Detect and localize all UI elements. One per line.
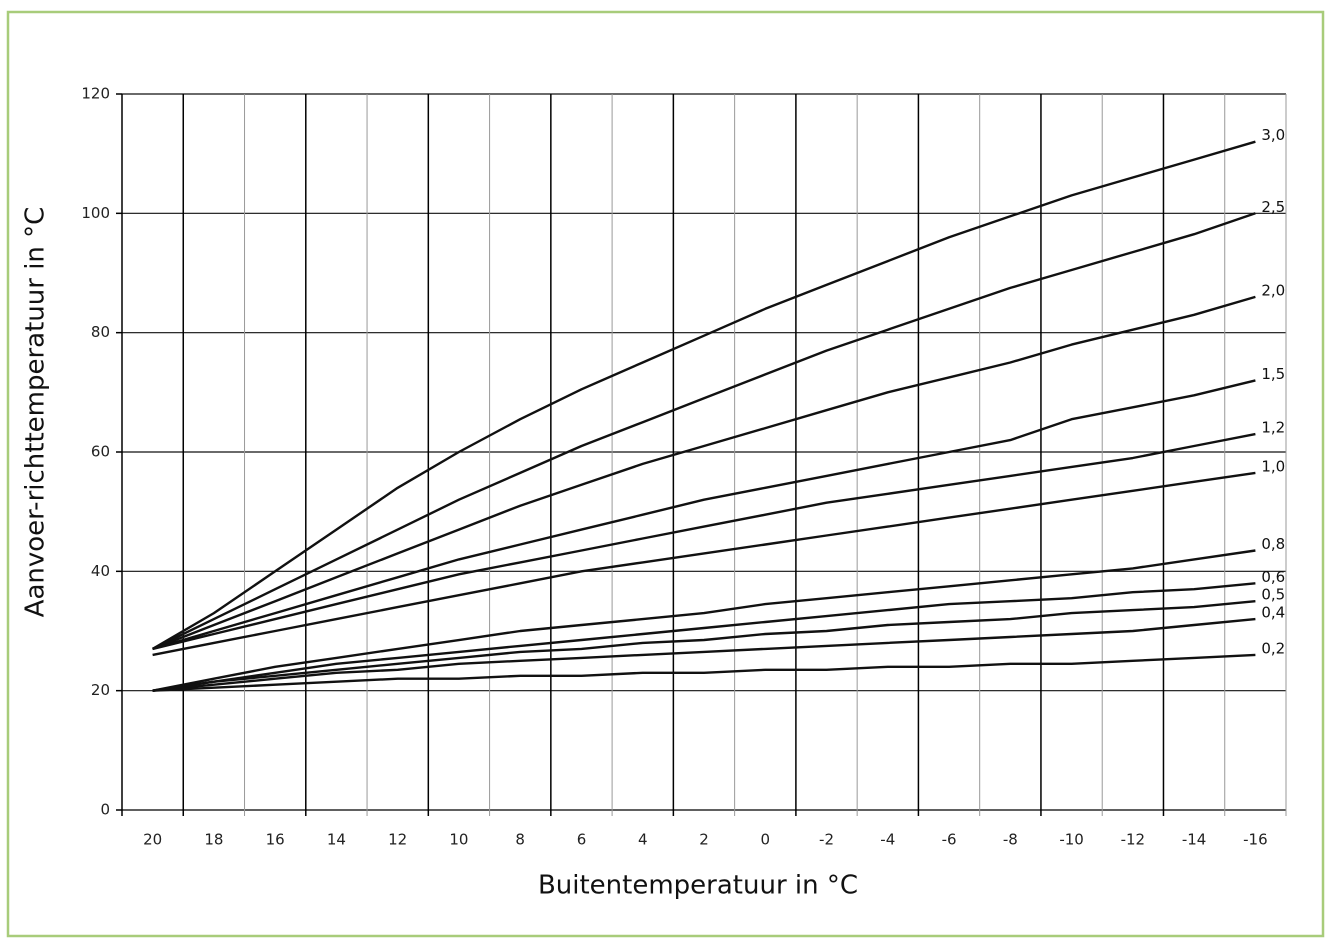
curve-label: 1,2 <box>1261 419 1285 437</box>
y-tick-label: 100 <box>81 204 110 222</box>
x-tick-label: 20 <box>143 831 162 849</box>
curve-label: 3,0 <box>1261 126 1285 144</box>
x-axis-label: Buitentemperatuur in °C <box>538 871 858 901</box>
curve-label: 0,6 <box>1261 568 1285 586</box>
curve <box>151 140 1256 650</box>
x-tick-label: -12 <box>1121 831 1146 849</box>
x-tick-label: -8 <box>1003 831 1018 849</box>
curve <box>152 432 1256 651</box>
curve <box>152 600 1256 692</box>
y-tick-label: 120 <box>81 85 110 103</box>
x-tick-label: -10 <box>1059 831 1084 849</box>
frame <box>6 10 1325 938</box>
x-tick-label: 10 <box>449 831 468 849</box>
curve-label: 0,2 <box>1261 639 1285 657</box>
curve <box>152 212 1256 650</box>
curve-label: 0,5 <box>1261 586 1285 604</box>
y-tick-label: 60 <box>91 443 110 461</box>
x-tick-label: 0 <box>760 831 770 849</box>
y-axis-label: Aanvoer-richttemperatuur in °C <box>21 207 51 618</box>
curve <box>152 653 1256 692</box>
curve <box>152 549 1256 692</box>
x-tick-label: -4 <box>880 831 895 849</box>
curve <box>152 617 1256 692</box>
curve <box>152 471 1256 657</box>
y-tick-label: 80 <box>91 323 110 341</box>
x-tick-label: 14 <box>327 831 346 849</box>
x-tick-label: 6 <box>577 831 587 849</box>
x-tick-label: -16 <box>1243 831 1268 849</box>
x-tick-label: -2 <box>819 831 834 849</box>
x-tick-label: -6 <box>942 831 957 849</box>
x-tick-label: 2 <box>699 831 709 849</box>
x-tick-label: 12 <box>388 831 407 849</box>
x-tick-label: 18 <box>204 831 223 849</box>
curve-label: 2,5 <box>1261 198 1285 216</box>
y-tick-label: 40 <box>91 562 110 580</box>
curve <box>152 379 1256 651</box>
x-tick-label: 4 <box>638 831 648 849</box>
y-tick-label: 0 <box>100 801 110 819</box>
curve <box>152 295 1256 651</box>
plot: 3,0 2,5 2,0 1,5 1,2 1,0 0,8 0,60,50,4 0,2 <box>151 126 1285 692</box>
curve-label: 1,0 <box>1261 457 1285 475</box>
curve-label: 0,4 <box>1261 604 1285 622</box>
curve-label: 0,8 <box>1261 535 1285 553</box>
curve <box>152 582 1256 692</box>
x-tick-label: 8 <box>515 831 525 849</box>
y-tick-label: 20 <box>91 681 110 699</box>
x-tick-label: 16 <box>266 831 285 849</box>
curve-label: 2,0 <box>1261 281 1285 299</box>
x-tick-label: -14 <box>1182 831 1207 849</box>
curve-label: 1,5 <box>1261 365 1285 383</box>
